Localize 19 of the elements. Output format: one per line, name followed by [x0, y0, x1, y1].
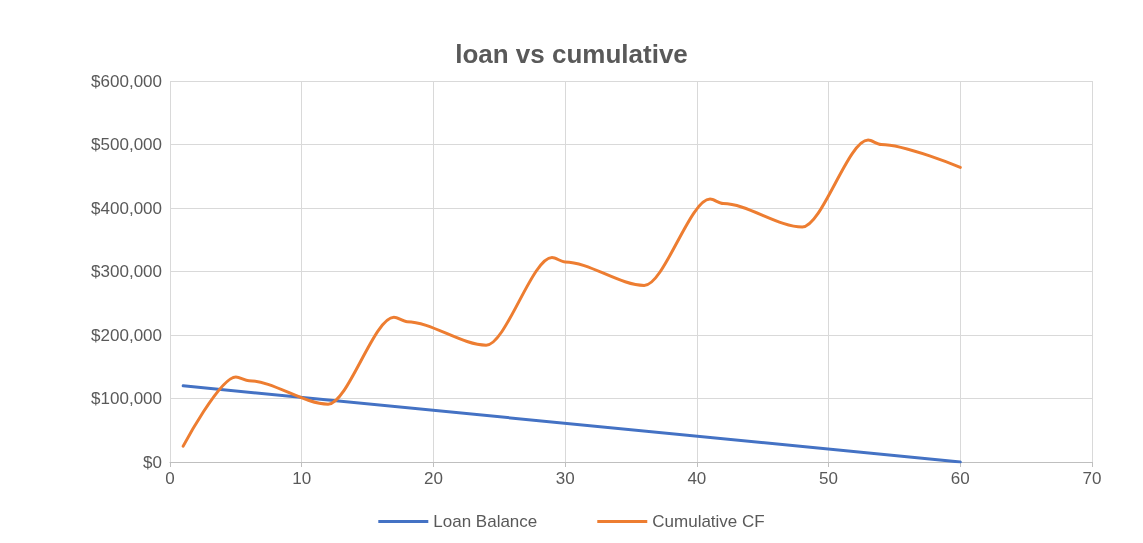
y-tick-label: $600,000 — [91, 71, 162, 91]
y-tick-label: $0 — [143, 452, 162, 472]
x-tick-label: 20 — [423, 469, 443, 488]
x-tick-label: 0 — [165, 469, 175, 488]
legend-label: Loan Balance — [433, 512, 538, 531]
x-tick-label: 70 — [1082, 469, 1102, 488]
line-series — [181, 138, 962, 448]
y-tick-label: $400,000 — [91, 198, 162, 218]
chart-title: loan vs cumulative — [455, 39, 688, 69]
x-tick-label: 50 — [819, 469, 839, 488]
x-tick-label: 40 — [687, 469, 707, 488]
y-tick-label: $200,000 — [91, 325, 162, 345]
y-tick-label: $500,000 — [91, 135, 162, 154]
x-tick-label: 10 — [292, 469, 312, 488]
y-tick-label: $300,000 — [91, 262, 162, 281]
y-tick-label: $100,000 — [91, 389, 162, 408]
x-tick-label: 30 — [555, 469, 575, 488]
legend-label: Cumulative CF — [652, 512, 765, 531]
x-tick-label: 60 — [950, 469, 970, 488]
